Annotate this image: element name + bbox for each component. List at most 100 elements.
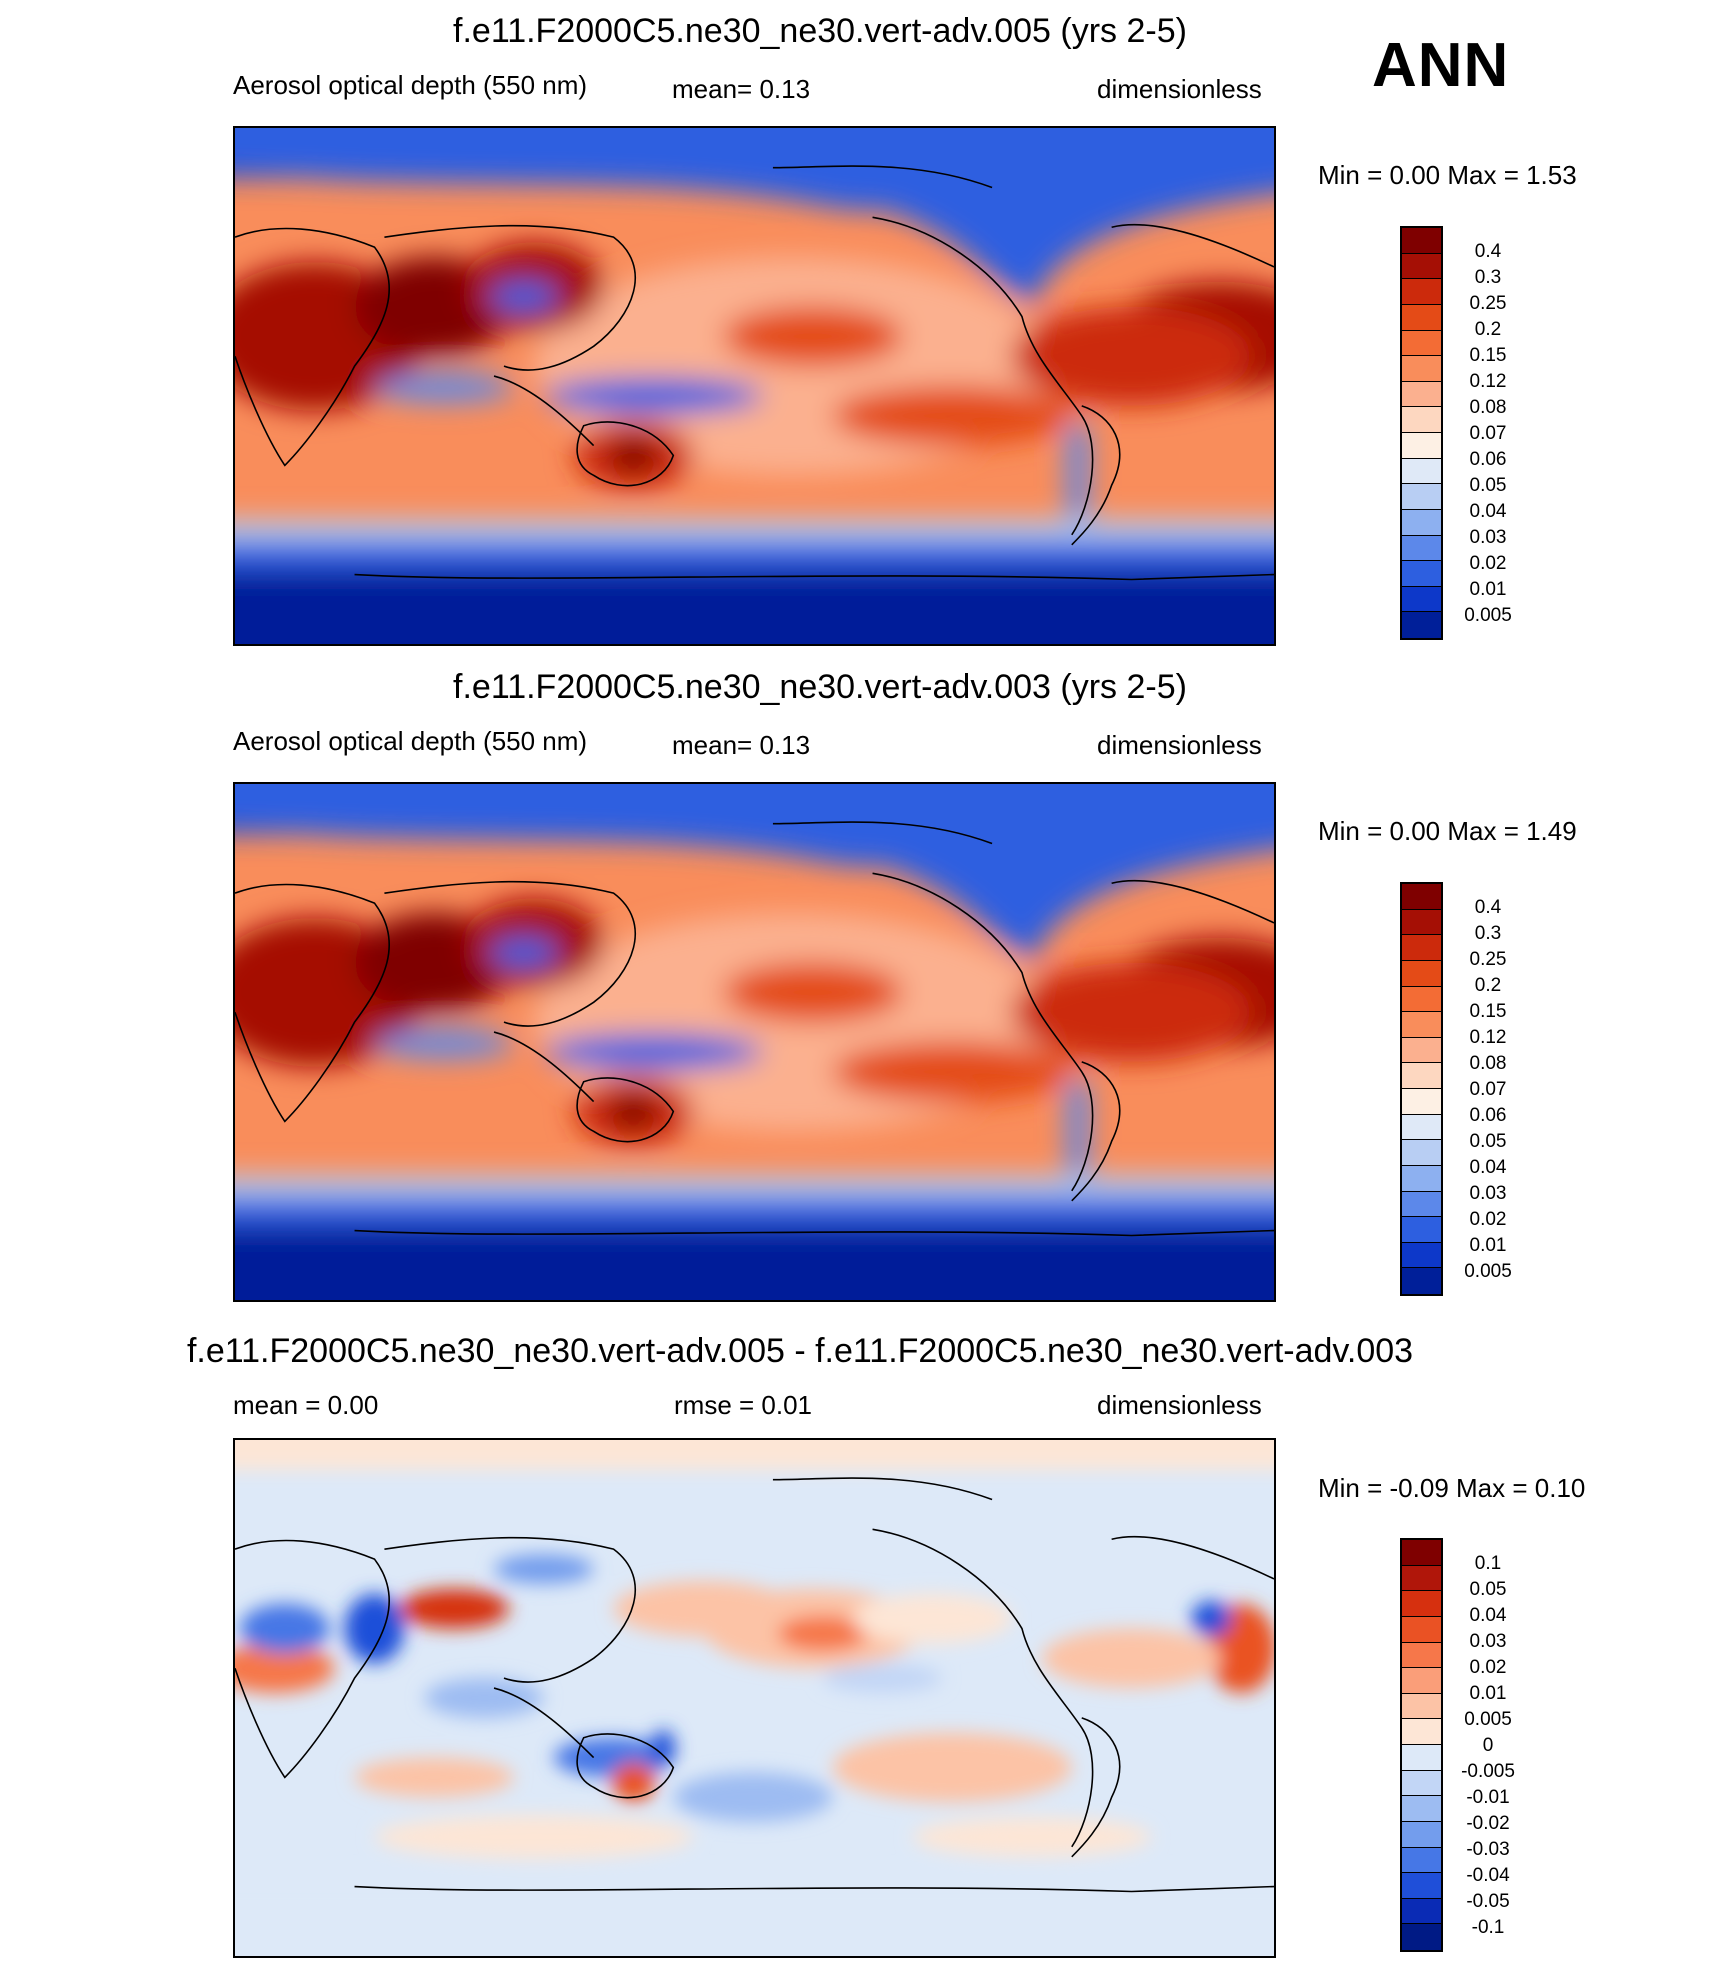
panel-1-minmax: Min = 0.00 Max = 1.53 <box>1318 160 1577 190</box>
cbar2-seg-12 <box>1402 1191 1441 1218</box>
cbar2-seg-15 <box>1402 1268 1441 1294</box>
cbar2-seg-10 <box>1402 1140 1441 1166</box>
cbar2-seg-6 <box>1402 1037 1441 1064</box>
panel-2-colorbar <box>1400 882 1443 1296</box>
cbar2-seg-9 <box>1402 1114 1441 1141</box>
panel-1-units-label: dimensionless <box>1097 74 1262 104</box>
season-label: ANN <box>1372 31 1510 100</box>
panel-2-variable-label: Aerosol optical depth (550 nm) <box>233 726 588 756</box>
cbar1-tick: 0.06 <box>1469 449 1507 470</box>
cbar2-tick: 0.08 <box>1469 1053 1507 1074</box>
cbar3-tick: 0.005 <box>1464 1709 1512 1730</box>
cbar3-tick: -0.03 <box>1466 1839 1510 1860</box>
cbar3-seg-11 <box>1402 1821 1441 1848</box>
cbar2-seg-14 <box>1402 1242 1441 1269</box>
panel-2-mean-label: mean= 0.13 <box>672 730 811 760</box>
panel-3-mean-label: mean = 0.00 <box>233 1390 379 1420</box>
cbar2-seg-5 <box>1402 1012 1441 1038</box>
cbar2-seg-0 <box>1402 884 1441 910</box>
cbar1-tick: 0.2 <box>1474 319 1502 340</box>
cbar1-seg-10 <box>1402 484 1441 510</box>
cbar3-seg-14 <box>1402 1898 1441 1925</box>
cbar3-seg-13 <box>1402 1873 1441 1899</box>
cbar3-tick: 0.02 <box>1469 1657 1507 1678</box>
cbar3-seg-9 <box>1402 1770 1441 1797</box>
cbar1-tick: 0.02 <box>1469 553 1507 574</box>
cbar3-seg-0 <box>1402 1540 1441 1566</box>
cbar3-tick: -0.02 <box>1466 1813 1510 1834</box>
cbar3-seg-4 <box>1402 1642 1441 1669</box>
cbar3-seg-2 <box>1402 1591 1441 1617</box>
panel-2-units-label: dimensionless <box>1097 730 1262 760</box>
cbar2-tick: 0.01 <box>1469 1235 1507 1256</box>
cbar3-seg-15 <box>1402 1924 1441 1950</box>
cbar3-tick: 0 <box>1482 1735 1494 1756</box>
cbar1-seg-14 <box>1402 586 1441 613</box>
cbar3-tick: -0.005 <box>1461 1761 1515 1782</box>
cbar1-seg-11 <box>1402 509 1441 536</box>
cbar1-seg-8 <box>1402 433 1441 459</box>
cbar3-tick: -0.1 <box>1471 1917 1505 1938</box>
cbar1-seg-9 <box>1402 458 1441 485</box>
panel-3-map <box>233 1438 1276 1958</box>
cbar2-tick: 0.005 <box>1464 1261 1512 1282</box>
cbar1-seg-5 <box>1402 356 1441 382</box>
cbar2-tick: 0.15 <box>1469 1001 1507 1022</box>
panel-3-units-label: dimensionless <box>1097 1390 1262 1420</box>
cbar2-seg-13 <box>1402 1217 1441 1243</box>
cbar2-tick: 0.03 <box>1469 1183 1507 1204</box>
cbar1-tick: 0.12 <box>1469 371 1507 392</box>
cbar3-seg-6 <box>1402 1693 1441 1720</box>
panel-1-variable-label: Aerosol optical depth (550 nm) <box>233 70 588 100</box>
cbar3-seg-5 <box>1402 1668 1441 1694</box>
panel-1-map-svg <box>235 128 1274 644</box>
cbar3-seg-10 <box>1402 1796 1441 1822</box>
cbar1-seg-2 <box>1402 279 1441 305</box>
cbar3-tick: 0.05 <box>1469 1579 1507 1600</box>
cbar3-tick: -0.01 <box>1466 1787 1510 1808</box>
cbar2-seg-8 <box>1402 1089 1441 1115</box>
panel-1-title: f.e11.F2000C5.ne30_ne30.vert-adv.005 (yr… <box>453 12 1187 50</box>
panel-2-minmax: Min = 0.00 Max = 1.49 <box>1318 816 1577 846</box>
cbar2-tick: 0.05 <box>1469 1131 1507 1152</box>
cbar2-seg-11 <box>1402 1165 1441 1192</box>
panel-3-colorbar <box>1400 1538 1443 1952</box>
cbar1-tick: 0.15 <box>1469 345 1507 366</box>
cbar2-tick: 0.04 <box>1469 1157 1507 1178</box>
cbar1-seg-1 <box>1402 253 1441 280</box>
cbar3-seg-8 <box>1402 1745 1441 1771</box>
cbar2-tick: 0.07 <box>1469 1079 1507 1100</box>
cbar1-tick: 0.03 <box>1469 527 1507 548</box>
panel-1-colorbar <box>1400 226 1443 640</box>
cbar3-tick: -0.04 <box>1466 1865 1510 1886</box>
cbar1-tick: 0.3 <box>1474 267 1502 288</box>
cbar1-seg-7 <box>1402 407 1441 433</box>
cbar1-tick: 0.25 <box>1469 293 1507 314</box>
cbar1-seg-13 <box>1402 561 1441 587</box>
cbar2-seg-1 <box>1402 909 1441 936</box>
cbar1-seg-12 <box>1402 535 1441 562</box>
cbar1-tick: 0.01 <box>1469 579 1507 600</box>
cbar1-seg-15 <box>1402 612 1441 638</box>
cbar2-tick: 0.25 <box>1469 949 1507 970</box>
cbar1-tick: 0.005 <box>1464 605 1512 626</box>
cbar2-tick: 0.02 <box>1469 1209 1507 1230</box>
cbar2-tick: 0.2 <box>1474 975 1502 996</box>
cbar3-tick: 0.03 <box>1469 1631 1507 1652</box>
panel-1-map <box>233 126 1276 646</box>
cbar3-seg-7 <box>1402 1719 1441 1745</box>
cbar3-seg-12 <box>1402 1847 1441 1874</box>
panel-2-title: f.e11.F2000C5.ne30_ne30.vert-adv.003 (yr… <box>453 668 1187 706</box>
cbar1-seg-4 <box>1402 330 1441 357</box>
cbar3-seg-1 <box>1402 1565 1441 1592</box>
cbar1-tick: 0.4 <box>1474 241 1502 262</box>
cbar2-tick: 0.4 <box>1474 897 1502 918</box>
cbar1-tick: 0.04 <box>1469 501 1507 522</box>
cbar2-seg-2 <box>1402 935 1441 961</box>
cbar1-seg-0 <box>1402 228 1441 254</box>
cbar1-tick: 0.08 <box>1469 397 1507 418</box>
cbar3-seg-3 <box>1402 1616 1441 1643</box>
cbar1-tick: 0.07 <box>1469 423 1507 444</box>
cbar2-seg-7 <box>1402 1063 1441 1089</box>
panel-1-mean-label: mean= 0.13 <box>672 74 811 104</box>
